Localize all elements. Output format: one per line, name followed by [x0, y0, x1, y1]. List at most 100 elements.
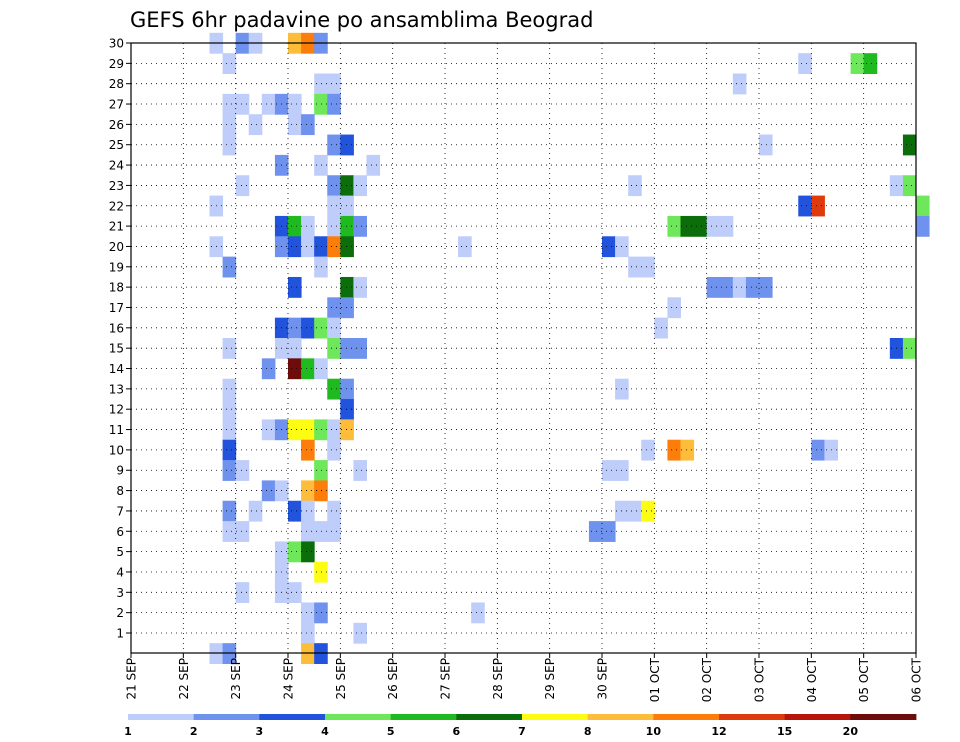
- y-tick-label: 15: [109, 342, 124, 356]
- heatmap-cell: [222, 338, 237, 359]
- heatmap-cell: [327, 439, 341, 461]
- y-tick-label: 25: [109, 138, 124, 152]
- y-tick-label: 12: [109, 403, 124, 417]
- heatmap-cell: [222, 134, 237, 156]
- y-axis: 1234567891011121314151617181920212223242…: [109, 37, 131, 641]
- heatmap-cell: [235, 521, 250, 542]
- heatmap-cell: [863, 53, 878, 75]
- heatmap-cell: [314, 73, 328, 95]
- colorbar-label: 20: [843, 725, 859, 738]
- heatmap-cell: [706, 215, 721, 237]
- heatmap-cell: [353, 276, 367, 298]
- heatmap-cell: [602, 521, 616, 542]
- heatmap-cell: [353, 622, 367, 644]
- heatmap-cell: [301, 358, 315, 380]
- heatmap-cell: [340, 175, 354, 197]
- heatmap-cell: [641, 256, 655, 278]
- heatmap-cell: [327, 134, 341, 156]
- heatmap-cell: [222, 93, 237, 115]
- heatmap-cell: [235, 93, 250, 115]
- heatmap-cell: [340, 399, 354, 420]
- heatmap-cell: [340, 297, 354, 319]
- heatmap-cell: [314, 93, 328, 115]
- heatmap-cell: [288, 500, 302, 522]
- y-tick-label: 24: [109, 159, 124, 173]
- heatmap-cell: [340, 338, 354, 359]
- y-tick-label: 20: [109, 240, 124, 254]
- heatmap-cell: [366, 154, 381, 176]
- colorbar-swatch: [128, 714, 195, 720]
- heatmap-cell: [327, 175, 341, 197]
- y-tick-label: 19: [109, 260, 124, 274]
- heatmap-cell: [222, 500, 237, 522]
- heatmap-cell: [288, 541, 302, 563]
- heatmap-cell: [301, 602, 315, 624]
- heatmap-cell: [222, 439, 237, 461]
- colorbar-label: 8: [584, 725, 592, 738]
- heatmap-cell: [759, 134, 773, 156]
- colorbar-label: 5: [387, 725, 395, 738]
- chart-title: GEFS 6hr padavine po ansamblima Beograd: [130, 8, 593, 32]
- x-tick-label: 27 SEP: [439, 658, 453, 700]
- x-tick-label: 25 SEP: [334, 658, 348, 700]
- heatmap-cell: [288, 236, 302, 258]
- colorbar-swatch: [325, 714, 392, 720]
- heatmap-cell: [235, 175, 250, 197]
- y-tick-label: 14: [109, 362, 124, 376]
- heatmap-cell: [327, 93, 341, 115]
- heatmap-cell: [693, 215, 708, 237]
- heatmap-cell: [314, 602, 328, 624]
- heatmap-cell: [261, 93, 276, 115]
- y-tick-label: 5: [116, 545, 124, 559]
- heatmap-cell: [353, 338, 367, 359]
- heatmap-cell: [288, 419, 302, 441]
- heatmap-cell: [327, 215, 341, 237]
- heatmap-cell: [222, 521, 237, 542]
- heatmap-cell: [641, 439, 655, 461]
- heatmap-cell: [314, 521, 328, 542]
- heatmap-cell: [706, 276, 721, 298]
- x-tick-label: 01 OCT: [648, 657, 662, 702]
- colorbar-label: 2: [190, 725, 198, 738]
- y-tick-label: 3: [116, 586, 124, 600]
- colorbar-swatch: [259, 714, 326, 720]
- y-tick-label: 27: [109, 98, 124, 112]
- heatmap-cell: [327, 500, 341, 522]
- heatmap-cell: [248, 500, 263, 522]
- heatmap-cell: [301, 500, 315, 522]
- heatmap-cell: [902, 175, 917, 197]
- heatmap-cell: [288, 276, 302, 298]
- heatmap-cell: [314, 256, 328, 278]
- heatmap-cell: [222, 114, 237, 136]
- colorbar-label: 1: [124, 725, 132, 738]
- heatmap-cell: [235, 460, 250, 481]
- heatmap-cell: [314, 460, 328, 481]
- y-tick-label: 16: [109, 321, 124, 335]
- colorbar-label: 4: [321, 725, 329, 738]
- heatmap-cell: [314, 419, 328, 441]
- heatmap-cell: [902, 134, 917, 156]
- heatmap-cell: [301, 521, 315, 542]
- heatmap-cell: [261, 358, 276, 380]
- y-tick-label: 29: [109, 57, 124, 71]
- y-tick-label: 21: [109, 220, 124, 234]
- heatmap-cell: [222, 399, 237, 420]
- colorbar-label: 12: [711, 725, 726, 738]
- heatmap-cell: [288, 317, 302, 339]
- heatmap-cell: [314, 317, 328, 339]
- y-tick-label: 11: [109, 423, 124, 437]
- heatmap-cell: [732, 73, 747, 95]
- heatmap-cell: [314, 480, 328, 502]
- y-tick-label: 13: [109, 382, 124, 396]
- heatmap-cell: [301, 236, 315, 258]
- heatmap-cell: [340, 236, 354, 258]
- heatmap-cell: [850, 53, 865, 75]
- colorbar-swatch: [784, 714, 851, 720]
- heatmap-cell: [458, 236, 472, 258]
- heatmap-cell: [471, 602, 485, 624]
- heatmap-cell: [745, 276, 760, 298]
- x-tick-label: 21 SEP: [125, 658, 139, 700]
- heatmap-cell: [340, 378, 354, 400]
- heatmap-cell: [301, 317, 315, 339]
- heatmap-cell: [811, 439, 825, 461]
